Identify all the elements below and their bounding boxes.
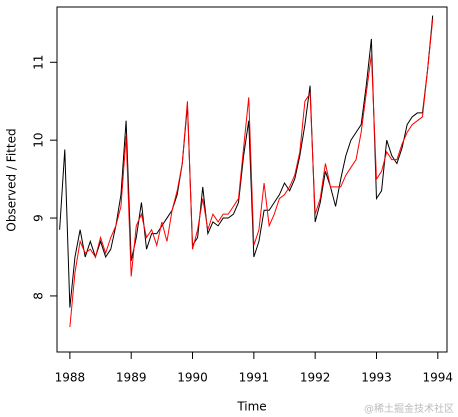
y-axis-label: Observed / Fitted [5,128,19,231]
x-tick-label: 1993 [361,371,392,385]
x-tick-label: 1994 [423,371,454,385]
x-tick-label: 1992 [300,371,331,385]
plot-box [56,6,448,353]
watermark: @稀土掘金技术社区 [364,402,454,415]
y-tick-label: 11 [32,55,46,70]
x-axis-label: Time [236,400,266,414]
x-tick-label: 1989 [116,371,147,385]
x-tick-label: 1991 [239,371,270,385]
x-tick-label: 1988 [55,371,86,385]
data-line [69,19,434,328]
y-tick-label: 10 [32,133,46,148]
x-tick-label: 1990 [177,371,208,385]
y-tick-label: 9 [32,214,46,222]
y-tick-label: 8 [32,292,46,300]
data-line [59,15,434,308]
